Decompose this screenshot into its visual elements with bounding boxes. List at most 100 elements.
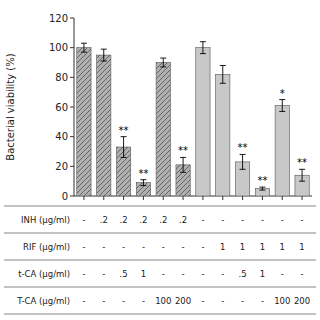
y-tick [70,18,74,19]
table-cell: - [241,296,244,306]
error-bar [279,100,285,112]
y-tick [70,47,74,48]
table-cell: - [201,269,204,279]
y-tick-label: 80 [55,72,68,83]
bar [77,48,91,196]
table-cell: 200 [294,296,310,306]
table-cell: 1 [260,269,265,279]
table-cell: 1 [280,242,285,252]
significance-label: ** [138,168,148,179]
table-cell: 1 [299,242,304,252]
table-cell: - [281,269,284,279]
y-tick [70,107,74,108]
table-cell: - [82,242,85,252]
error-bar [101,49,107,61]
table-cell: 200 [175,296,191,306]
significance-label: ** [297,157,307,168]
y-tick-label: 60 [55,102,68,113]
table-rule [4,314,316,315]
table-row-label: RIF (μg/ml) [23,242,70,252]
x-tick [262,196,263,200]
table-cell: - [301,269,304,279]
error-bar [299,169,305,181]
table-cell: 100 [274,296,290,306]
error-bar [81,43,87,52]
bars [77,42,309,196]
bar [97,55,111,196]
significance-label: ** [119,125,129,136]
y-tick-label: 0 [62,191,68,202]
table-rule [4,206,316,207]
x-tick [282,196,283,200]
y-tick [70,196,74,197]
table-cell: - [301,215,304,225]
x-tick [143,196,144,200]
y-tick [70,166,74,167]
table-row-label: t-CA (μg/ml) [18,269,70,279]
x-tick [83,196,84,200]
x-tick [242,196,243,200]
table-row-label: INH (μg/ml) [21,215,70,225]
table-cell: - [82,215,85,225]
table-cell: - [182,269,185,279]
error-bar [220,65,226,83]
y-axis-label: Bacterial viability (%) [5,53,16,160]
significance-label: ** [238,142,248,153]
table-cell: 1 [220,242,225,252]
error-bar [200,42,206,54]
x-tick [302,196,303,200]
table-cell: - [201,242,204,252]
table-cell: - [102,242,105,252]
error-bar [140,180,146,186]
table-cell: - [82,269,85,279]
table-cell: - [201,296,204,306]
table-rule [4,260,316,261]
x-tick [163,196,164,200]
table-cell: - [182,242,185,252]
table-cell: - [281,215,284,225]
table-cell: - [142,242,145,252]
bar [275,106,289,196]
y-tick-label: 100 [49,42,68,53]
bar [216,74,230,196]
table-cell: - [162,269,165,279]
table-cell: .2 [120,215,128,225]
table-cell: - [201,215,204,225]
table-cell: - [261,296,264,306]
y-tick-label: 20 [55,161,68,172]
error-bar [259,187,265,190]
error-bar [180,157,186,172]
table-cell: - [221,269,224,279]
error-bar [240,154,246,169]
table-cell: .2 [139,215,147,225]
significance-label: * [280,88,285,99]
table-rule [4,287,316,288]
error-bar [121,137,127,158]
table-cell: - [102,269,105,279]
table-cell: - [221,296,224,306]
table-cell: .2 [159,215,167,225]
table-cell: .2 [179,215,187,225]
table-cell: 1 [141,269,146,279]
table-rule [4,233,316,234]
y-tick [70,77,74,78]
x-tick [222,196,223,200]
table-cell: .2 [100,215,108,225]
x-tick [202,196,203,200]
table-cell: .5 [239,269,247,279]
bar [156,63,170,197]
significance-label: ** [178,145,188,156]
table-cell: - [122,296,125,306]
chart: 020406080100120Bacterial viability (%)**… [0,0,320,320]
table-cell: - [221,215,224,225]
table-cell: - [261,215,264,225]
error-bar [160,58,166,67]
table-cell: 100 [155,296,171,306]
y-tick-label: 120 [49,13,68,24]
table-cell: .5 [120,269,128,279]
x-tick [183,196,184,200]
table-cell: - [102,296,105,306]
table-cell: - [122,242,125,252]
table-cell: 1 [240,242,245,252]
table-cell: - [142,296,145,306]
